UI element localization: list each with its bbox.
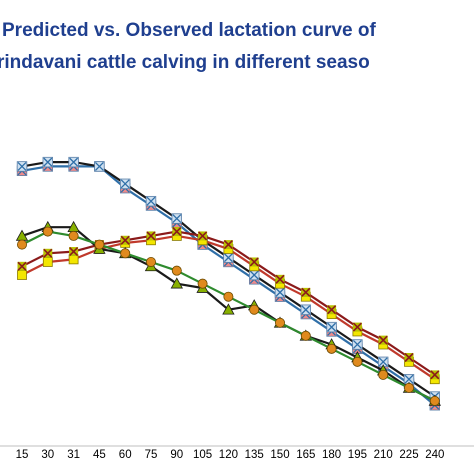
data-point xyxy=(16,161,28,172)
data-point xyxy=(223,252,234,263)
chart-title-block: Predicted vs. Observed lactation curve o… xyxy=(0,20,474,80)
chart-title: Predicted vs. Observed lactation curve o… xyxy=(2,20,376,41)
data-point xyxy=(68,230,79,241)
data-point xyxy=(223,291,234,302)
data-point xyxy=(69,246,79,257)
data-point xyxy=(300,330,311,341)
data-point xyxy=(301,287,311,297)
series-line xyxy=(21,161,436,398)
x-tick-label: 165 xyxy=(296,449,315,461)
x-tick-label: 90 xyxy=(170,449,183,461)
x-tick-label: 135 xyxy=(245,449,264,461)
data-point xyxy=(17,261,27,271)
data-point xyxy=(172,227,182,237)
series-1 xyxy=(16,156,441,402)
data-point xyxy=(43,248,53,258)
data-point xyxy=(197,278,208,289)
data-point xyxy=(326,343,337,354)
series-0 xyxy=(16,161,441,411)
data-point xyxy=(352,356,363,367)
x-tick-label: 240 xyxy=(425,449,444,461)
x-tick-label: 60 xyxy=(119,449,132,461)
data-point xyxy=(403,382,414,393)
data-point xyxy=(146,231,156,241)
data-point xyxy=(274,317,285,328)
data-point xyxy=(42,257,53,267)
data-point xyxy=(42,156,54,168)
data-point xyxy=(145,195,157,207)
data-point xyxy=(94,239,105,250)
x-tick-label: 120 xyxy=(219,449,238,461)
x-tick-label: 210 xyxy=(374,449,393,461)
x-tick-label: 195 xyxy=(348,449,367,461)
data-point xyxy=(171,213,183,224)
data-point xyxy=(404,352,414,363)
data-point xyxy=(249,257,259,267)
data-point xyxy=(430,370,440,380)
x-tick-label: 180 xyxy=(322,449,341,461)
data-point xyxy=(171,265,182,276)
data-point xyxy=(275,274,285,284)
series-5 xyxy=(16,226,440,406)
data-point xyxy=(120,248,131,259)
data-point xyxy=(198,231,208,241)
series-layer xyxy=(15,156,441,411)
data-point xyxy=(94,161,105,172)
data-point xyxy=(327,305,337,315)
x-tick-labels: 15 30 31 45 60 75 90 105 120 135 150 165 180 195 210 22… xyxy=(16,449,445,461)
data-point xyxy=(68,254,79,265)
x-tick-label: 150 xyxy=(270,449,289,461)
x-tick-label: 105 xyxy=(193,449,212,461)
data-point xyxy=(120,178,131,190)
x-tick-label: 31 xyxy=(67,449,80,461)
data-point xyxy=(17,270,27,280)
x-tick-label: 225 xyxy=(399,449,418,461)
x-tick-label: 15 xyxy=(16,449,29,461)
data-point xyxy=(120,235,130,245)
x-tick-label: 45 xyxy=(93,449,106,461)
data-point xyxy=(429,395,440,406)
data-point xyxy=(249,304,260,315)
data-point xyxy=(352,339,363,350)
chart-subtitle: rindavani cattle calving in different se… xyxy=(0,52,370,73)
data-point xyxy=(223,240,233,250)
x-tick-label: 30 xyxy=(41,449,54,461)
data-point xyxy=(145,256,156,267)
data-point xyxy=(326,321,337,333)
data-point xyxy=(248,269,260,281)
data-point xyxy=(170,277,183,289)
data-point xyxy=(68,156,79,168)
data-point xyxy=(222,303,235,315)
data-point xyxy=(300,304,312,315)
data-point xyxy=(274,287,286,298)
data-point xyxy=(378,335,388,345)
data-point xyxy=(352,322,362,332)
data-point xyxy=(16,239,27,250)
x-tick-label: 75 xyxy=(145,449,158,461)
data-point xyxy=(378,369,389,380)
data-point xyxy=(42,226,53,237)
